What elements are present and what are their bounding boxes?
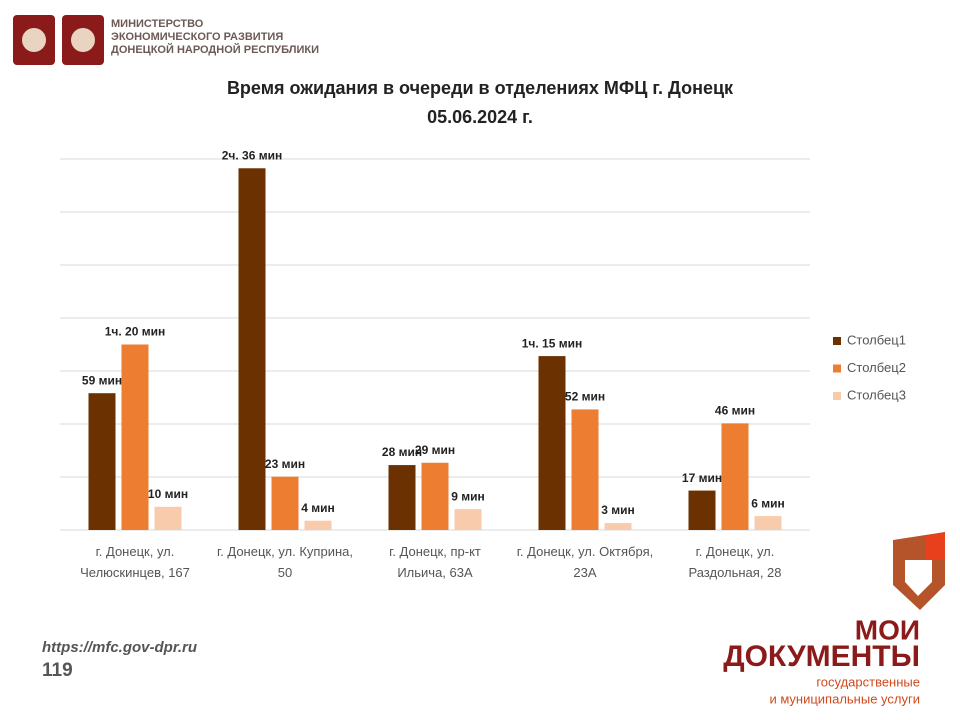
org-line: ЭКОНОМИЧЕСКОГО РАЗВИТИЯ <box>111 31 283 43</box>
bar <box>754 516 782 530</box>
org-line: МИНИСТЕРСТВО <box>111 18 204 30</box>
bar <box>154 506 182 530</box>
legend-label: Столбец3 <box>847 387 906 402</box>
chart-title: Время ожидания в очереди в отделениях МФ… <box>227 78 734 98</box>
bar <box>538 356 566 530</box>
x-tick-label: г. Донецк, пр-кт Ильича, 63А <box>389 544 481 580</box>
mfc-logo-mark <box>893 532 945 610</box>
logo-sub: государственные <box>816 674 920 689</box>
bar <box>688 490 716 530</box>
data-label: 4 мин <box>301 501 335 515</box>
bar <box>271 476 299 530</box>
x-tick-label: г. Донецк, ул. Куприна, 50 <box>217 544 353 580</box>
data-label: 29 мин <box>415 443 455 457</box>
data-label: 10 мин <box>148 487 188 501</box>
bar <box>388 465 416 530</box>
url: https://mfc.gov-dpr.ru <box>42 639 197 656</box>
data-label: 6 мин <box>751 496 785 510</box>
data-label: 2ч. 36 мин <box>222 148 283 162</box>
bar <box>454 509 482 530</box>
emblems <box>13 15 104 65</box>
phone: 119 <box>42 660 73 681</box>
bar <box>604 523 632 530</box>
x-tick-label: г. Донецк, ул. Октября, 23А <box>516 544 654 580</box>
data-label: 28 мин <box>382 445 422 459</box>
legend-label: Столбец2 <box>847 360 906 375</box>
data-label: 17 мин <box>682 471 722 485</box>
legend-label: Столбец1 <box>847 332 906 347</box>
org-line: ДОНЕЦКОЙ НАРОДНОЙ РЕСПУБЛИКИ <box>111 43 319 56</box>
x-tick-label: г. Донецк, ул. Раздольная, 28 <box>688 544 782 580</box>
bar <box>721 423 749 530</box>
bar <box>421 462 449 530</box>
logo-main: ДОКУМЕНТЫ <box>723 640 920 673</box>
data-label: 52 мин <box>565 390 605 404</box>
bar <box>304 520 332 530</box>
bar <box>121 344 149 530</box>
data-label: 23 мин <box>265 457 305 471</box>
logo-sub: и муниципальные услуги <box>769 691 920 706</box>
bar <box>88 393 116 530</box>
x-tick-label: г. Донецк, ул. Челюскинцев, 167 <box>80 544 190 580</box>
legend-swatch <box>833 392 841 400</box>
legend-swatch <box>833 337 841 345</box>
data-label: 1ч. 20 мин <box>105 325 166 339</box>
chart-subtitle: 05.06.2024 г. <box>427 107 533 127</box>
data-label: 46 мин <box>715 404 755 418</box>
data-label: 1ч. 15 мин <box>522 336 583 350</box>
data-label: 9 мин <box>451 489 485 503</box>
bar <box>238 168 266 530</box>
data-label: 3 мин <box>601 503 635 517</box>
bar <box>571 409 599 530</box>
legend-swatch <box>833 364 841 373</box>
data-label: 59 мин <box>82 373 122 387</box>
logo-top: МОИ <box>855 614 920 645</box>
